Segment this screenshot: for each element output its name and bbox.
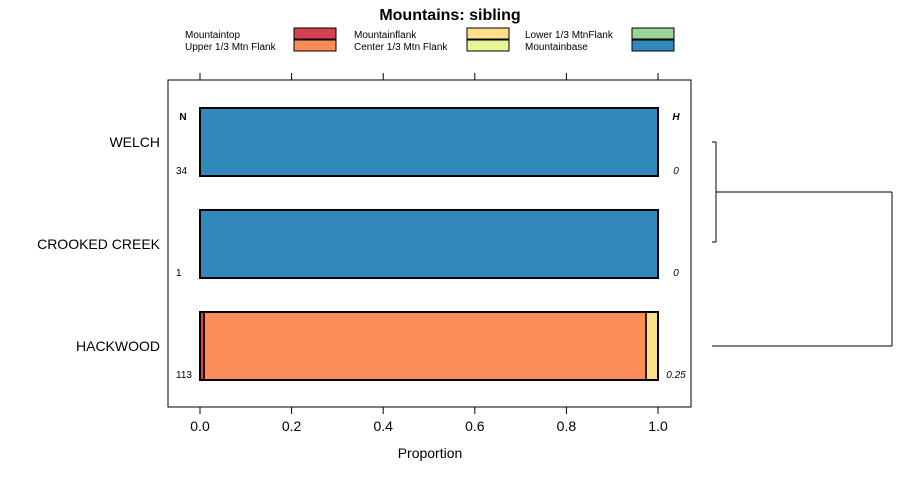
x-axis-label: Proportion xyxy=(398,445,463,461)
bar-segment-crooked-creek-mountainbase xyxy=(199,209,659,279)
category-label-welch: WELCH xyxy=(109,134,160,150)
n-value-crooked-creek: 1 xyxy=(176,268,182,279)
h-value-crooked-creek: 0 xyxy=(673,268,679,279)
x-tick-label-2: 0.4 xyxy=(373,418,393,434)
h-value-welch: 0 xyxy=(673,166,679,177)
bar-segment-hackwood-mountainflank xyxy=(645,311,659,381)
x-tick-label-0: 0.0 xyxy=(190,418,210,434)
legend-label-mountainflank: Mountainflank xyxy=(354,30,417,41)
chart-title: Mountains: sibling xyxy=(379,7,520,24)
n-column-header: N xyxy=(179,112,186,123)
x-tick-label-3: 0.6 xyxy=(465,418,485,434)
bar-segment-welch-mountainbase xyxy=(199,107,659,177)
h-column-header: H xyxy=(672,112,680,123)
legend-swatch-center-1-3-mtn-flank xyxy=(466,39,510,52)
x-tick-label-5: 1.0 xyxy=(648,418,668,434)
x-axis: 0.0 0.2 0.4 0.6 0.8 1.0 xyxy=(190,73,668,434)
legend-label-lower-1-3-mtnflank: Lower 1/3 MtnFlank xyxy=(525,30,614,41)
h-value-hackwood: 0.25 xyxy=(666,370,686,381)
bar-segment-hackwood-upper-1-3-mtn-flank xyxy=(203,311,647,381)
category-label-hackwood: HACKWOOD xyxy=(76,338,160,354)
legend-label-upper-1-3-mtn-flank: Upper 1/3 Mtn Flank xyxy=(185,42,277,53)
legend-swatch-mountaintop xyxy=(293,27,337,40)
n-value-hackwood: 113 xyxy=(176,370,192,381)
legend-label-center-1-3-mtn-flank: Center 1/3 Mtn Flank xyxy=(354,42,448,53)
bar-outline-crooked-creek xyxy=(199,209,659,279)
plot-frame xyxy=(167,79,692,408)
category-label-crooked-creek: CROOKED CREEK xyxy=(37,236,161,252)
legend-swatch-mountainflank xyxy=(466,27,510,40)
x-tick-label-1: 0.2 xyxy=(282,418,302,434)
legend-label-mountaintop: Mountaintop xyxy=(185,30,240,41)
dendrogram xyxy=(712,141,893,347)
legend-swatch-upper-1-3-mtn-flank xyxy=(293,39,337,52)
x-tick-label-4: 0.8 xyxy=(557,418,577,434)
bars: WELCH 34 0 CROOKED CREEK 1 0 HACKWOOD 113 0.25 xyxy=(37,107,686,381)
legend-swatch-mountainbase xyxy=(631,39,675,52)
n-value-welch: 34 xyxy=(176,166,188,177)
bar-outline-welch xyxy=(199,107,659,177)
legend-swatch-lower-1-3-mtnflank xyxy=(631,27,675,40)
bar-outline-hackwood xyxy=(199,311,659,381)
legend-label-mountainbase: Mountainbase xyxy=(525,42,588,53)
